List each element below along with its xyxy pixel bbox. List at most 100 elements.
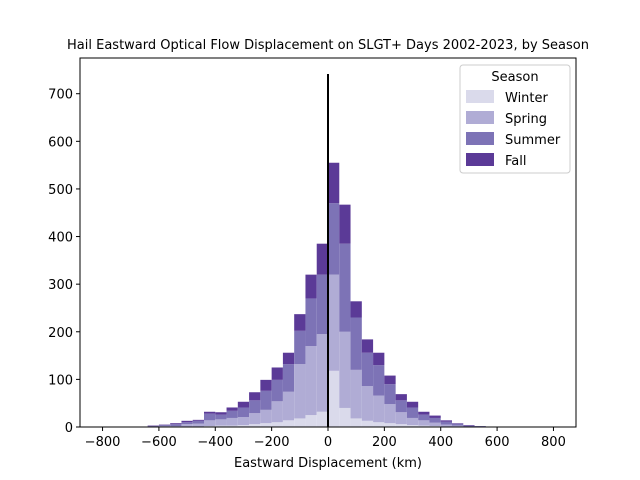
bar-fall-28 (418, 411, 430, 415)
legend-label-spring: Spring (505, 112, 547, 127)
bar-summer-13 (249, 400, 261, 414)
legend-label-summer: Summer (505, 133, 561, 148)
bar-spring-24 (373, 395, 385, 423)
bar-winter-20 (328, 370, 340, 427)
y-tick-label: 600 (48, 135, 73, 150)
bar-winter-12 (237, 425, 250, 427)
legend-swatch-winter (466, 90, 494, 103)
y-axis: 0 100 200 300 400 500 600 700 (48, 88, 80, 436)
bar-fall-22 (350, 301, 362, 318)
bar-fall-15 (271, 367, 283, 380)
bar-spring-31 (452, 425, 464, 427)
bar-winter-26 (395, 424, 407, 427)
y-tick-label: 300 (48, 278, 73, 293)
bar-fall-19 (316, 243, 328, 275)
bars-group (113, 162, 498, 427)
bar-fall-27 (406, 401, 419, 408)
bar-summer-9 (204, 413, 216, 421)
chart-title: Hail Eastward Optical Flow Displacement … (67, 38, 589, 53)
bar-fall-24 (373, 352, 385, 366)
legend-swatch-spring (466, 111, 494, 124)
bar-spring-18 (305, 346, 317, 416)
y-tick-label: 200 (48, 326, 73, 341)
bar-winter-22 (350, 418, 362, 427)
bar-spring-9 (204, 420, 216, 427)
bar-summer-22 (350, 317, 362, 370)
x-tick-label: 0 (324, 435, 332, 450)
bar-winter-25 (384, 423, 396, 427)
bar-summer-24 (373, 365, 385, 396)
bar-spring-28 (418, 420, 430, 426)
bar-spring-7 (181, 424, 193, 427)
bar-spring-13 (249, 413, 261, 425)
bar-winter-27 (406, 425, 419, 427)
bar-spring-10 (215, 419, 227, 426)
x-tick-label: −200 (254, 435, 290, 450)
bar-fall-12 (237, 401, 250, 408)
bar-spring-26 (395, 412, 407, 425)
bar-fall-16 (282, 352, 295, 365)
bar-winter-19 (316, 411, 328, 427)
bar-winter-18 (305, 415, 317, 427)
legend-title: Season (491, 70, 538, 85)
bar-summer-18 (305, 298, 317, 347)
bar-summer-21 (339, 243, 351, 332)
bar-fall-23 (361, 339, 374, 353)
bar-fall-7 (181, 420, 193, 423)
y-tick-label: 400 (48, 231, 73, 246)
bar-spring-25 (384, 404, 396, 424)
bar-spring-21 (339, 331, 351, 408)
bar-summer-30 (440, 421, 452, 425)
bar-spring-30 (440, 424, 452, 427)
bar-winter-10 (215, 425, 227, 427)
bar-fall-29 (429, 415, 441, 418)
x-axis-label: Eastward Displacement (km) (234, 456, 422, 471)
x-tick-label: 600 (485, 435, 510, 450)
bar-fall-26 (395, 394, 407, 401)
bar-winter-16 (282, 420, 295, 427)
bar-summer-11 (226, 410, 238, 418)
bar-summer-29 (429, 417, 441, 423)
bar-summer-32 (463, 425, 475, 427)
bar-spring-22 (350, 369, 362, 419)
y-tick-label: 100 (48, 373, 73, 388)
x-tick-label: −400 (197, 435, 233, 450)
bar-fall-17 (294, 314, 306, 331)
bar-fall-18 (305, 274, 317, 299)
bar-summer-19 (316, 274, 328, 335)
x-tick-label: −800 (85, 435, 121, 450)
bar-spring-14 (260, 409, 272, 424)
bar-spring-15 (271, 401, 283, 423)
y-tick-label: 0 (65, 421, 73, 436)
bar-winter-23 (361, 420, 374, 427)
bar-spring-12 (237, 417, 250, 426)
legend-label-winter: Winter (505, 91, 549, 106)
bar-spring-11 (226, 417, 238, 426)
bar-summer-26 (395, 400, 407, 413)
bar-spring-8 (192, 423, 204, 427)
x-tick-label: −600 (141, 435, 177, 450)
bar-fall-8 (192, 419, 204, 421)
bar-summer-5 (158, 425, 171, 427)
bar-summer-14 (260, 390, 272, 410)
x-axis: −800 −600 −400 −200 0 200 400 600 800 (85, 427, 566, 450)
bar-fall-21 (339, 204, 351, 244)
bar-summer-10 (215, 414, 227, 420)
bar-summer-8 (192, 420, 204, 424)
bar-spring-27 (406, 417, 419, 426)
bar-spring-19 (316, 334, 328, 412)
bar-spring-23 (361, 386, 374, 421)
bar-spring-20 (328, 274, 340, 371)
bar-summer-6 (170, 424, 182, 427)
legend-items: Winter Spring Summer Fall (466, 90, 561, 169)
bar-spring-16 (282, 391, 295, 421)
legend-swatch-fall (466, 153, 494, 166)
legend-label-fall: Fall (505, 154, 526, 169)
bar-winter-14 (260, 423, 272, 427)
bar-spring-29 (429, 422, 441, 427)
bar-summer-17 (294, 330, 306, 365)
bar-winter-15 (271, 422, 283, 427)
bar-winter-28 (418, 425, 430, 427)
bar-fall-14 (260, 379, 272, 391)
